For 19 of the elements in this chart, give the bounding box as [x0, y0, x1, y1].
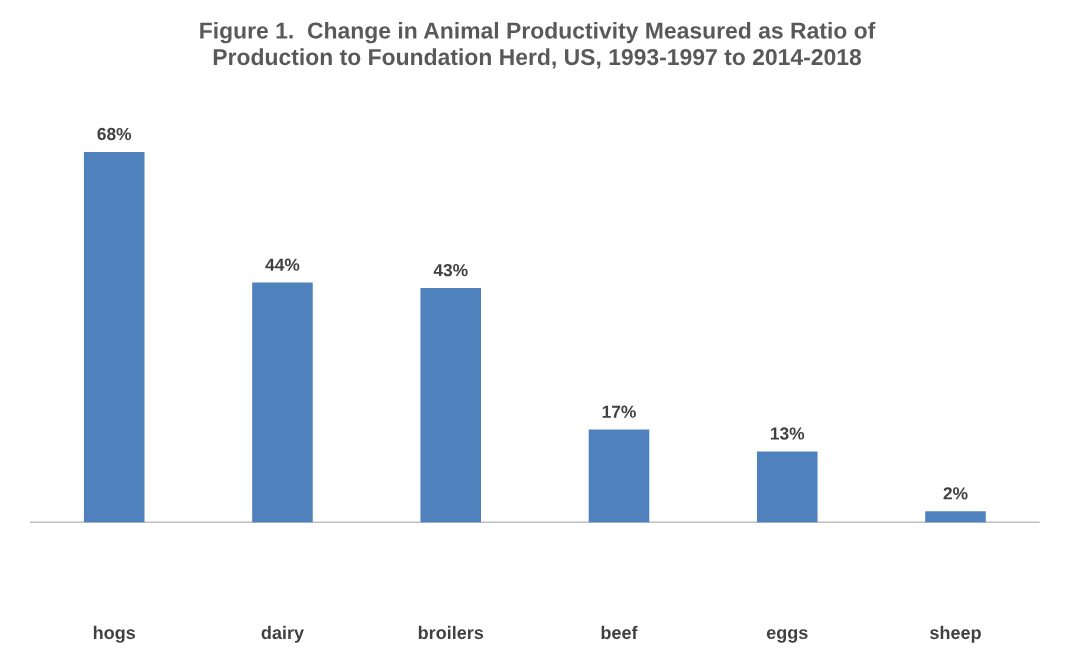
bar [588, 429, 650, 523]
data-label: 68% [97, 127, 132, 141]
x-tick-label: sheep [930, 625, 981, 643]
x-tick-label: beef [601, 625, 638, 640]
bar [756, 451, 818, 523]
data-label: 43% [433, 263, 468, 277]
data-label: 17% [602, 405, 636, 418]
bar [420, 288, 482, 523]
data-label: 13% [770, 427, 805, 440]
data-label: 2% [943, 487, 968, 500]
chart-title: Figure 1. Change in Animal Productivity Measured as Ratio of Production to Foundation Herd, US, 1993-1997 to 2014-2018 [200, 21, 876, 69]
bar [925, 511, 986, 523]
bar [83, 151, 145, 523]
data-label: 44% [265, 258, 300, 271]
x-tick-label: eggs [766, 629, 808, 643]
bar [252, 282, 313, 523]
x-tick-label: hogs [93, 625, 136, 643]
x-tick-label: dairy [261, 625, 304, 643]
x-tick-label: broilers [418, 625, 484, 640]
